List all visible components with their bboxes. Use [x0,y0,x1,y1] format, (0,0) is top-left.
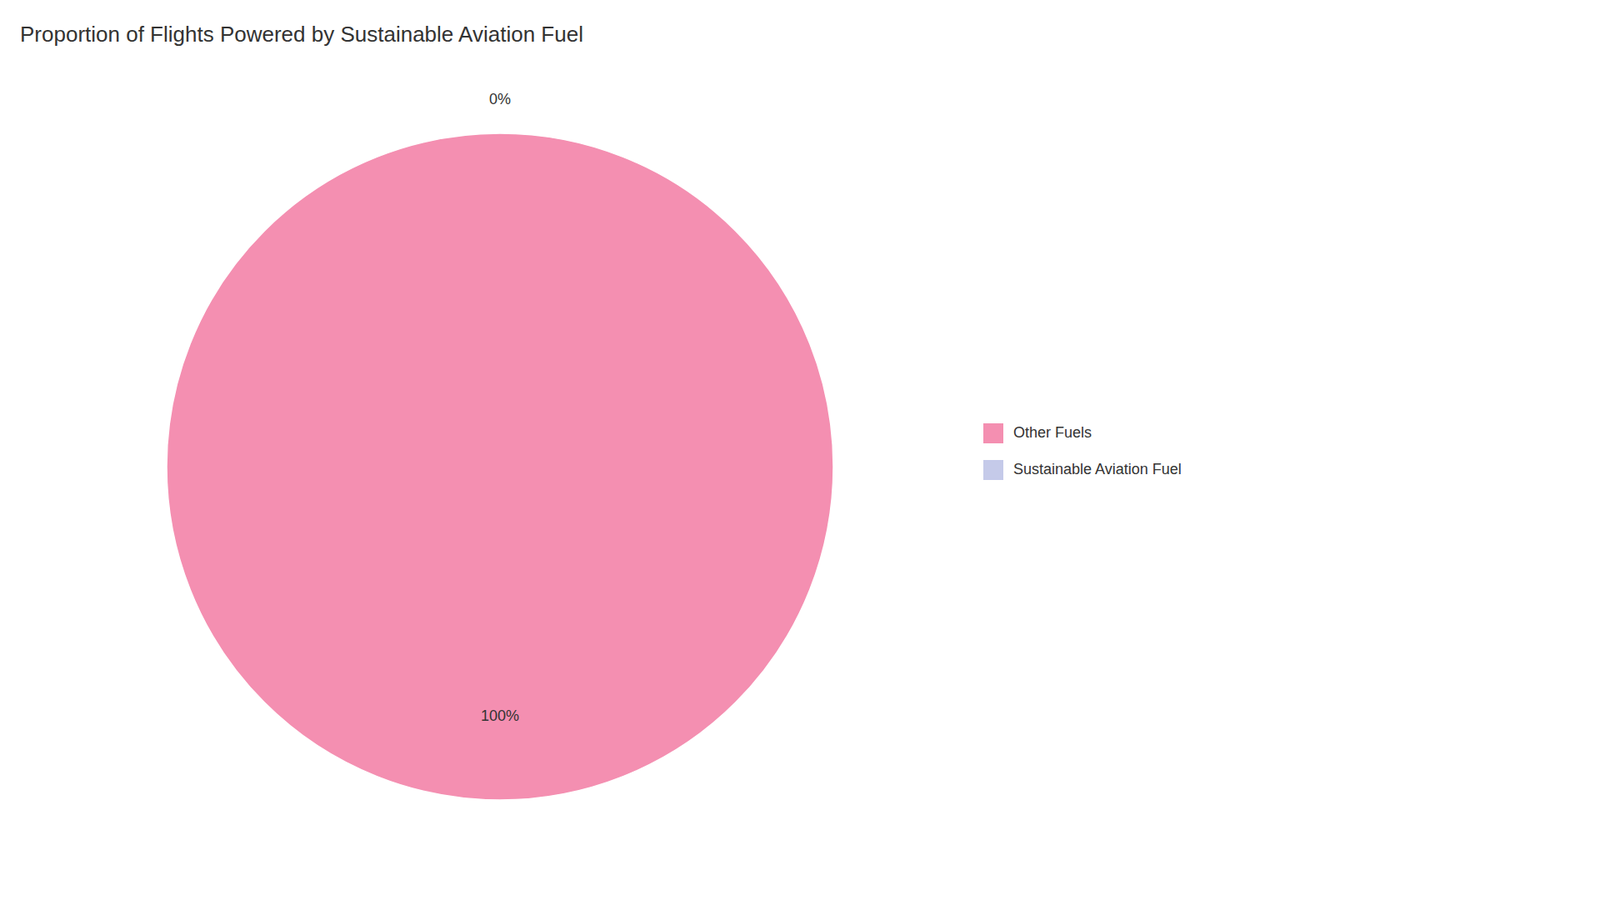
title: Proportion of Flights Powered by Sustain… [20,21,584,47]
legend-label: Sustainable Aviation Fuel [1013,460,1182,478]
legend-item: Other Fuels [983,423,1092,444]
legend-item: Sustainable Aviation Fuel [983,460,1182,480]
pie: 0% 100% [166,90,834,800]
chart-svg: Proportion of Flights Powered by Sustain… [0,0,1600,900]
legend-swatch [983,423,1004,444]
pie-slice [166,133,834,800]
legend: Other Fuels Sustainable Aviation Fuel [983,423,1182,480]
data-label: 100% [480,707,520,725]
data-label: 0% [489,90,511,108]
legend-label: Other Fuels [1013,424,1092,441]
legend-swatch [983,460,1004,480]
